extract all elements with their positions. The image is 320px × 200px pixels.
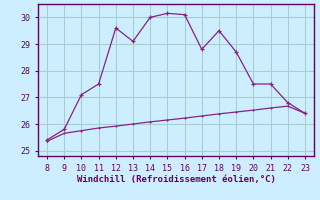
X-axis label: Windchill (Refroidissement éolien,°C): Windchill (Refroidissement éolien,°C) bbox=[76, 175, 276, 184]
